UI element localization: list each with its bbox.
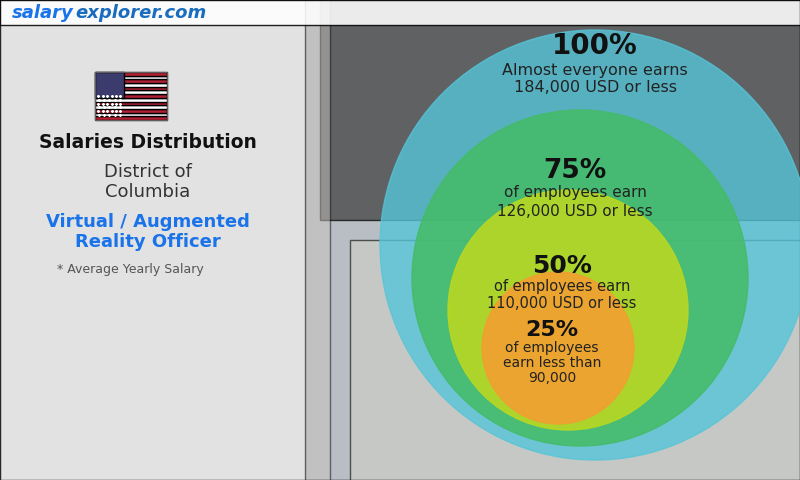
FancyBboxPatch shape <box>0 0 330 480</box>
Text: 100%: 100% <box>552 32 638 60</box>
Text: * Average Yearly Salary: * Average Yearly Salary <box>57 264 203 276</box>
Text: 90,000: 90,000 <box>528 371 576 385</box>
Text: of employees earn: of employees earn <box>494 278 630 293</box>
FancyBboxPatch shape <box>95 102 167 105</box>
FancyBboxPatch shape <box>95 98 167 102</box>
FancyBboxPatch shape <box>95 105 167 109</box>
FancyBboxPatch shape <box>95 83 167 87</box>
Circle shape <box>412 110 748 446</box>
Text: 25%: 25% <box>526 320 578 340</box>
Text: Reality Officer: Reality Officer <box>75 233 221 251</box>
Text: Columbia: Columbia <box>106 183 190 201</box>
FancyBboxPatch shape <box>350 240 800 480</box>
Text: Almost everyone earns: Almost everyone earns <box>502 62 688 77</box>
Text: 110,000 USD or less: 110,000 USD or less <box>487 296 637 311</box>
FancyBboxPatch shape <box>95 79 167 83</box>
Text: 50%: 50% <box>532 254 592 278</box>
FancyBboxPatch shape <box>95 94 167 98</box>
Text: 75%: 75% <box>543 158 606 184</box>
Text: District of: District of <box>104 163 192 181</box>
FancyBboxPatch shape <box>0 0 800 25</box>
FancyBboxPatch shape <box>95 76 167 79</box>
FancyBboxPatch shape <box>95 109 167 113</box>
FancyBboxPatch shape <box>95 87 167 90</box>
FancyBboxPatch shape <box>0 0 305 480</box>
FancyBboxPatch shape <box>95 116 167 120</box>
FancyBboxPatch shape <box>320 0 800 220</box>
Circle shape <box>380 30 800 460</box>
Text: 184,000 USD or less: 184,000 USD or less <box>514 81 677 96</box>
Circle shape <box>448 190 688 430</box>
FancyBboxPatch shape <box>95 90 167 94</box>
Text: Salaries Distribution: Salaries Distribution <box>39 132 257 152</box>
Text: of employees: of employees <box>506 341 598 355</box>
Text: Virtual / Augmented: Virtual / Augmented <box>46 213 250 231</box>
Circle shape <box>482 272 634 424</box>
Text: explorer.com: explorer.com <box>75 4 206 22</box>
Text: of employees earn: of employees earn <box>503 185 646 201</box>
Text: 126,000 USD or less: 126,000 USD or less <box>497 204 653 218</box>
FancyBboxPatch shape <box>95 72 124 98</box>
FancyBboxPatch shape <box>95 113 167 116</box>
Text: earn less than: earn less than <box>503 356 601 370</box>
FancyBboxPatch shape <box>95 72 167 76</box>
Text: salary: salary <box>12 4 74 22</box>
